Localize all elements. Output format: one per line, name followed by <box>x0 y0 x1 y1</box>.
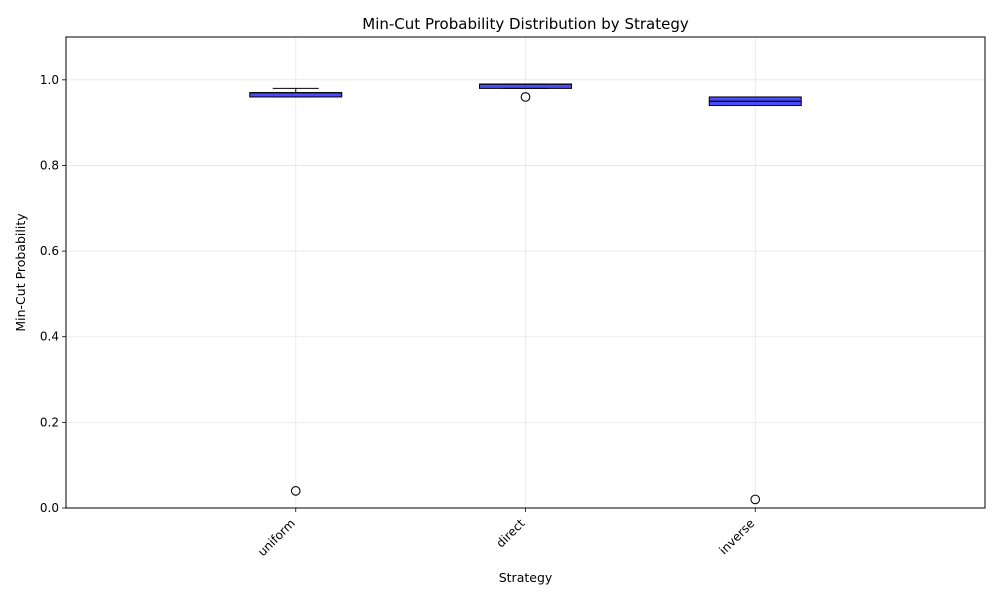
box-group-inverse <box>708 96 802 505</box>
box-iqr <box>249 92 343 98</box>
y-tick-label: 0.6 <box>40 244 59 258</box>
y-tick-label: 0.0 <box>40 501 59 515</box>
x-axis-label: Strategy <box>499 570 553 585</box>
outlier-point <box>290 486 301 496</box>
y-tick-label: 0.2 <box>40 415 59 429</box>
y-tick-label: 0.8 <box>40 158 59 172</box>
box-group-direct <box>479 83 572 102</box>
y-ticks: 0.0 0.2 0.4 0.6 0.8 1.0 <box>40 73 66 515</box>
grid-lines <box>66 37 985 509</box>
y-axis-label: Min-Cut Probability <box>13 213 28 332</box>
outlier-point <box>520 92 531 102</box>
y-tick-label: 1.0 <box>40 73 59 87</box>
box-group-uniform <box>249 87 343 496</box>
y-tick-label: 0.4 <box>40 330 59 344</box>
box-iqr <box>479 83 572 89</box>
chart-title: Min-Cut Probability Distribution by Stra… <box>362 15 689 33</box>
outlier-point <box>750 494 761 505</box>
boxes <box>249 83 802 505</box>
